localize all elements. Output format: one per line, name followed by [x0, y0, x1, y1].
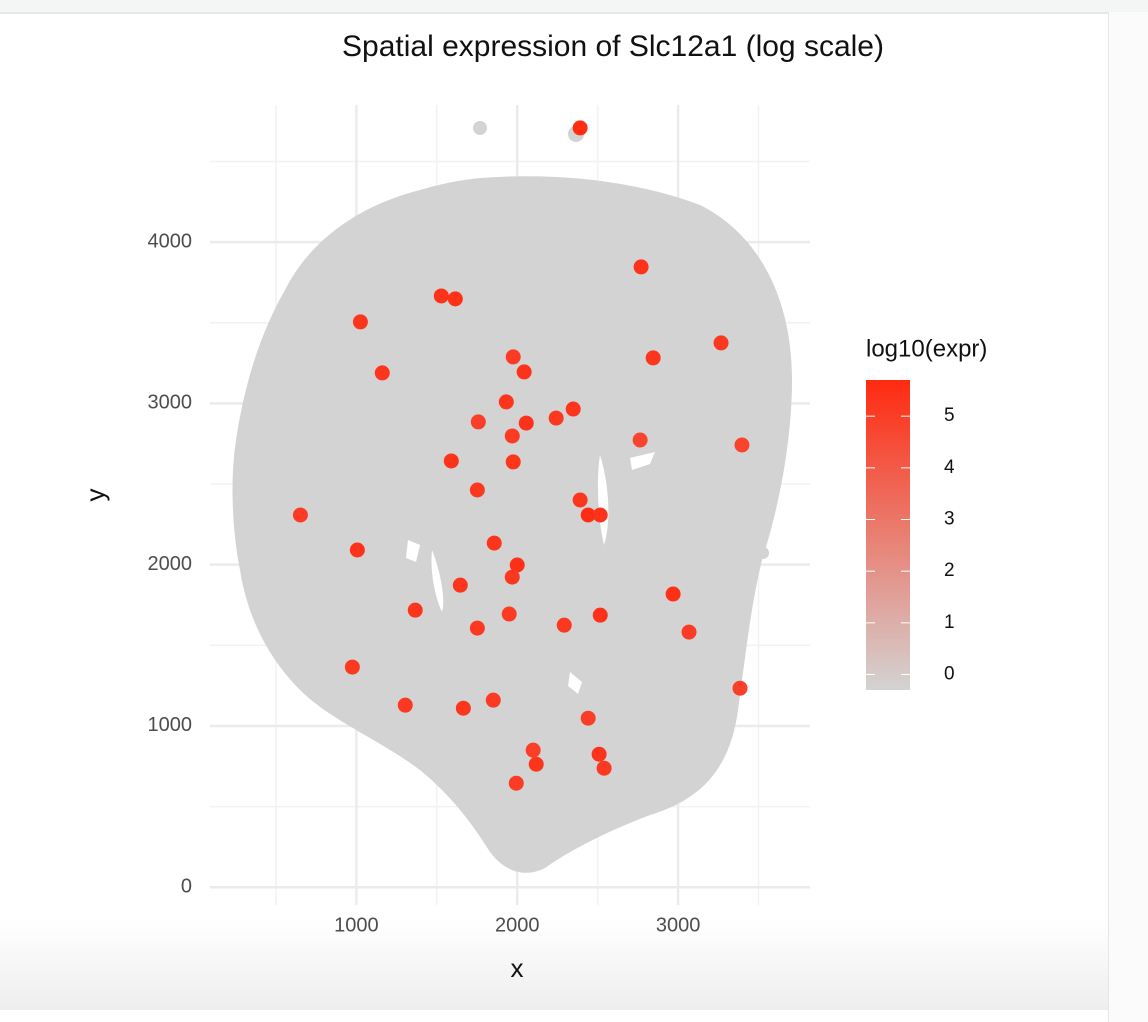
- y-tick-label: 2000: [148, 553, 193, 575]
- point: [443, 453, 459, 469]
- point: [592, 507, 608, 523]
- point: [498, 394, 514, 410]
- point: [591, 746, 607, 762]
- x-axis-label: x: [511, 953, 524, 983]
- window-top: [0, 0, 1148, 14]
- point: [565, 401, 581, 417]
- point: [508, 775, 524, 791]
- y-tick-label: 1000: [148, 714, 193, 736]
- tissue-area: [232, 176, 792, 873]
- y-tick-label: 0: [181, 876, 192, 898]
- colorbar-label: 1: [944, 612, 955, 633]
- tissue-background: [232, 121, 792, 873]
- colorbar-label: 2: [944, 560, 955, 581]
- point: [516, 364, 532, 380]
- point: [528, 756, 544, 772]
- colorbar-label: 4: [944, 457, 955, 478]
- point: [504, 569, 520, 585]
- point: [713, 335, 729, 351]
- point: [572, 120, 588, 136]
- point: [433, 288, 449, 304]
- point: [734, 437, 750, 453]
- point: [374, 365, 390, 381]
- point: [470, 414, 486, 430]
- point: [501, 606, 517, 622]
- point: [397, 697, 413, 713]
- point: [447, 291, 463, 307]
- y-tick-label: 4000: [148, 230, 193, 252]
- colorbar-label: 5: [944, 405, 955, 426]
- window-bottom: [0, 920, 1110, 1010]
- tissue-speck: [757, 547, 769, 559]
- tissue-gap: [406, 540, 420, 562]
- legend: 0 1 2 3 4 5: [866, 405, 955, 685]
- point: [352, 314, 368, 330]
- point: [485, 692, 501, 708]
- point: [580, 507, 596, 523]
- y-axis-label: y: [80, 489, 110, 502]
- point: [592, 607, 608, 623]
- point: [556, 617, 572, 633]
- point: [572, 492, 588, 508]
- x-tick-label: 3000: [656, 914, 701, 936]
- point: [665, 586, 681, 602]
- point: [525, 742, 541, 758]
- point: [469, 482, 485, 498]
- tissue-gap: [597, 455, 609, 545]
- point: [548, 410, 564, 426]
- colorbar-label: 0: [944, 664, 955, 685]
- point: [645, 350, 661, 366]
- x-tick-label: 2000: [495, 914, 540, 936]
- point: [349, 542, 365, 558]
- tissue-speck: [473, 121, 487, 135]
- tissue-gap: [431, 550, 444, 612]
- points: [292, 120, 750, 791]
- point: [292, 507, 308, 523]
- point: [518, 415, 534, 431]
- colorbar-label: 3: [944, 509, 955, 530]
- colorbar: [866, 380, 910, 690]
- point: [732, 680, 748, 696]
- x-tick-label: 1000: [334, 914, 379, 936]
- point: [452, 577, 468, 593]
- point: [455, 700, 471, 716]
- point: [505, 454, 521, 470]
- y-tick-label: 3000: [148, 392, 193, 414]
- point: [344, 659, 360, 675]
- point: [596, 760, 612, 776]
- point: [505, 349, 521, 365]
- point: [469, 620, 485, 636]
- point: [486, 535, 502, 551]
- tissue-gap: [568, 672, 582, 694]
- point: [407, 602, 423, 618]
- chart-title: Spatial expression of Slc12a1 (log scale…: [342, 30, 884, 63]
- point: [632, 432, 648, 448]
- window-edge: [1108, 12, 1148, 1022]
- point: [580, 710, 596, 726]
- tissue-gap: [630, 452, 655, 470]
- point: [681, 624, 697, 640]
- chart: Spatial expression of Slc12a1 (log scale…: [80, 30, 988, 983]
- legend-title: log10(expr): [866, 335, 987, 362]
- point: [509, 557, 525, 573]
- point: [633, 259, 649, 275]
- point: [504, 428, 520, 444]
